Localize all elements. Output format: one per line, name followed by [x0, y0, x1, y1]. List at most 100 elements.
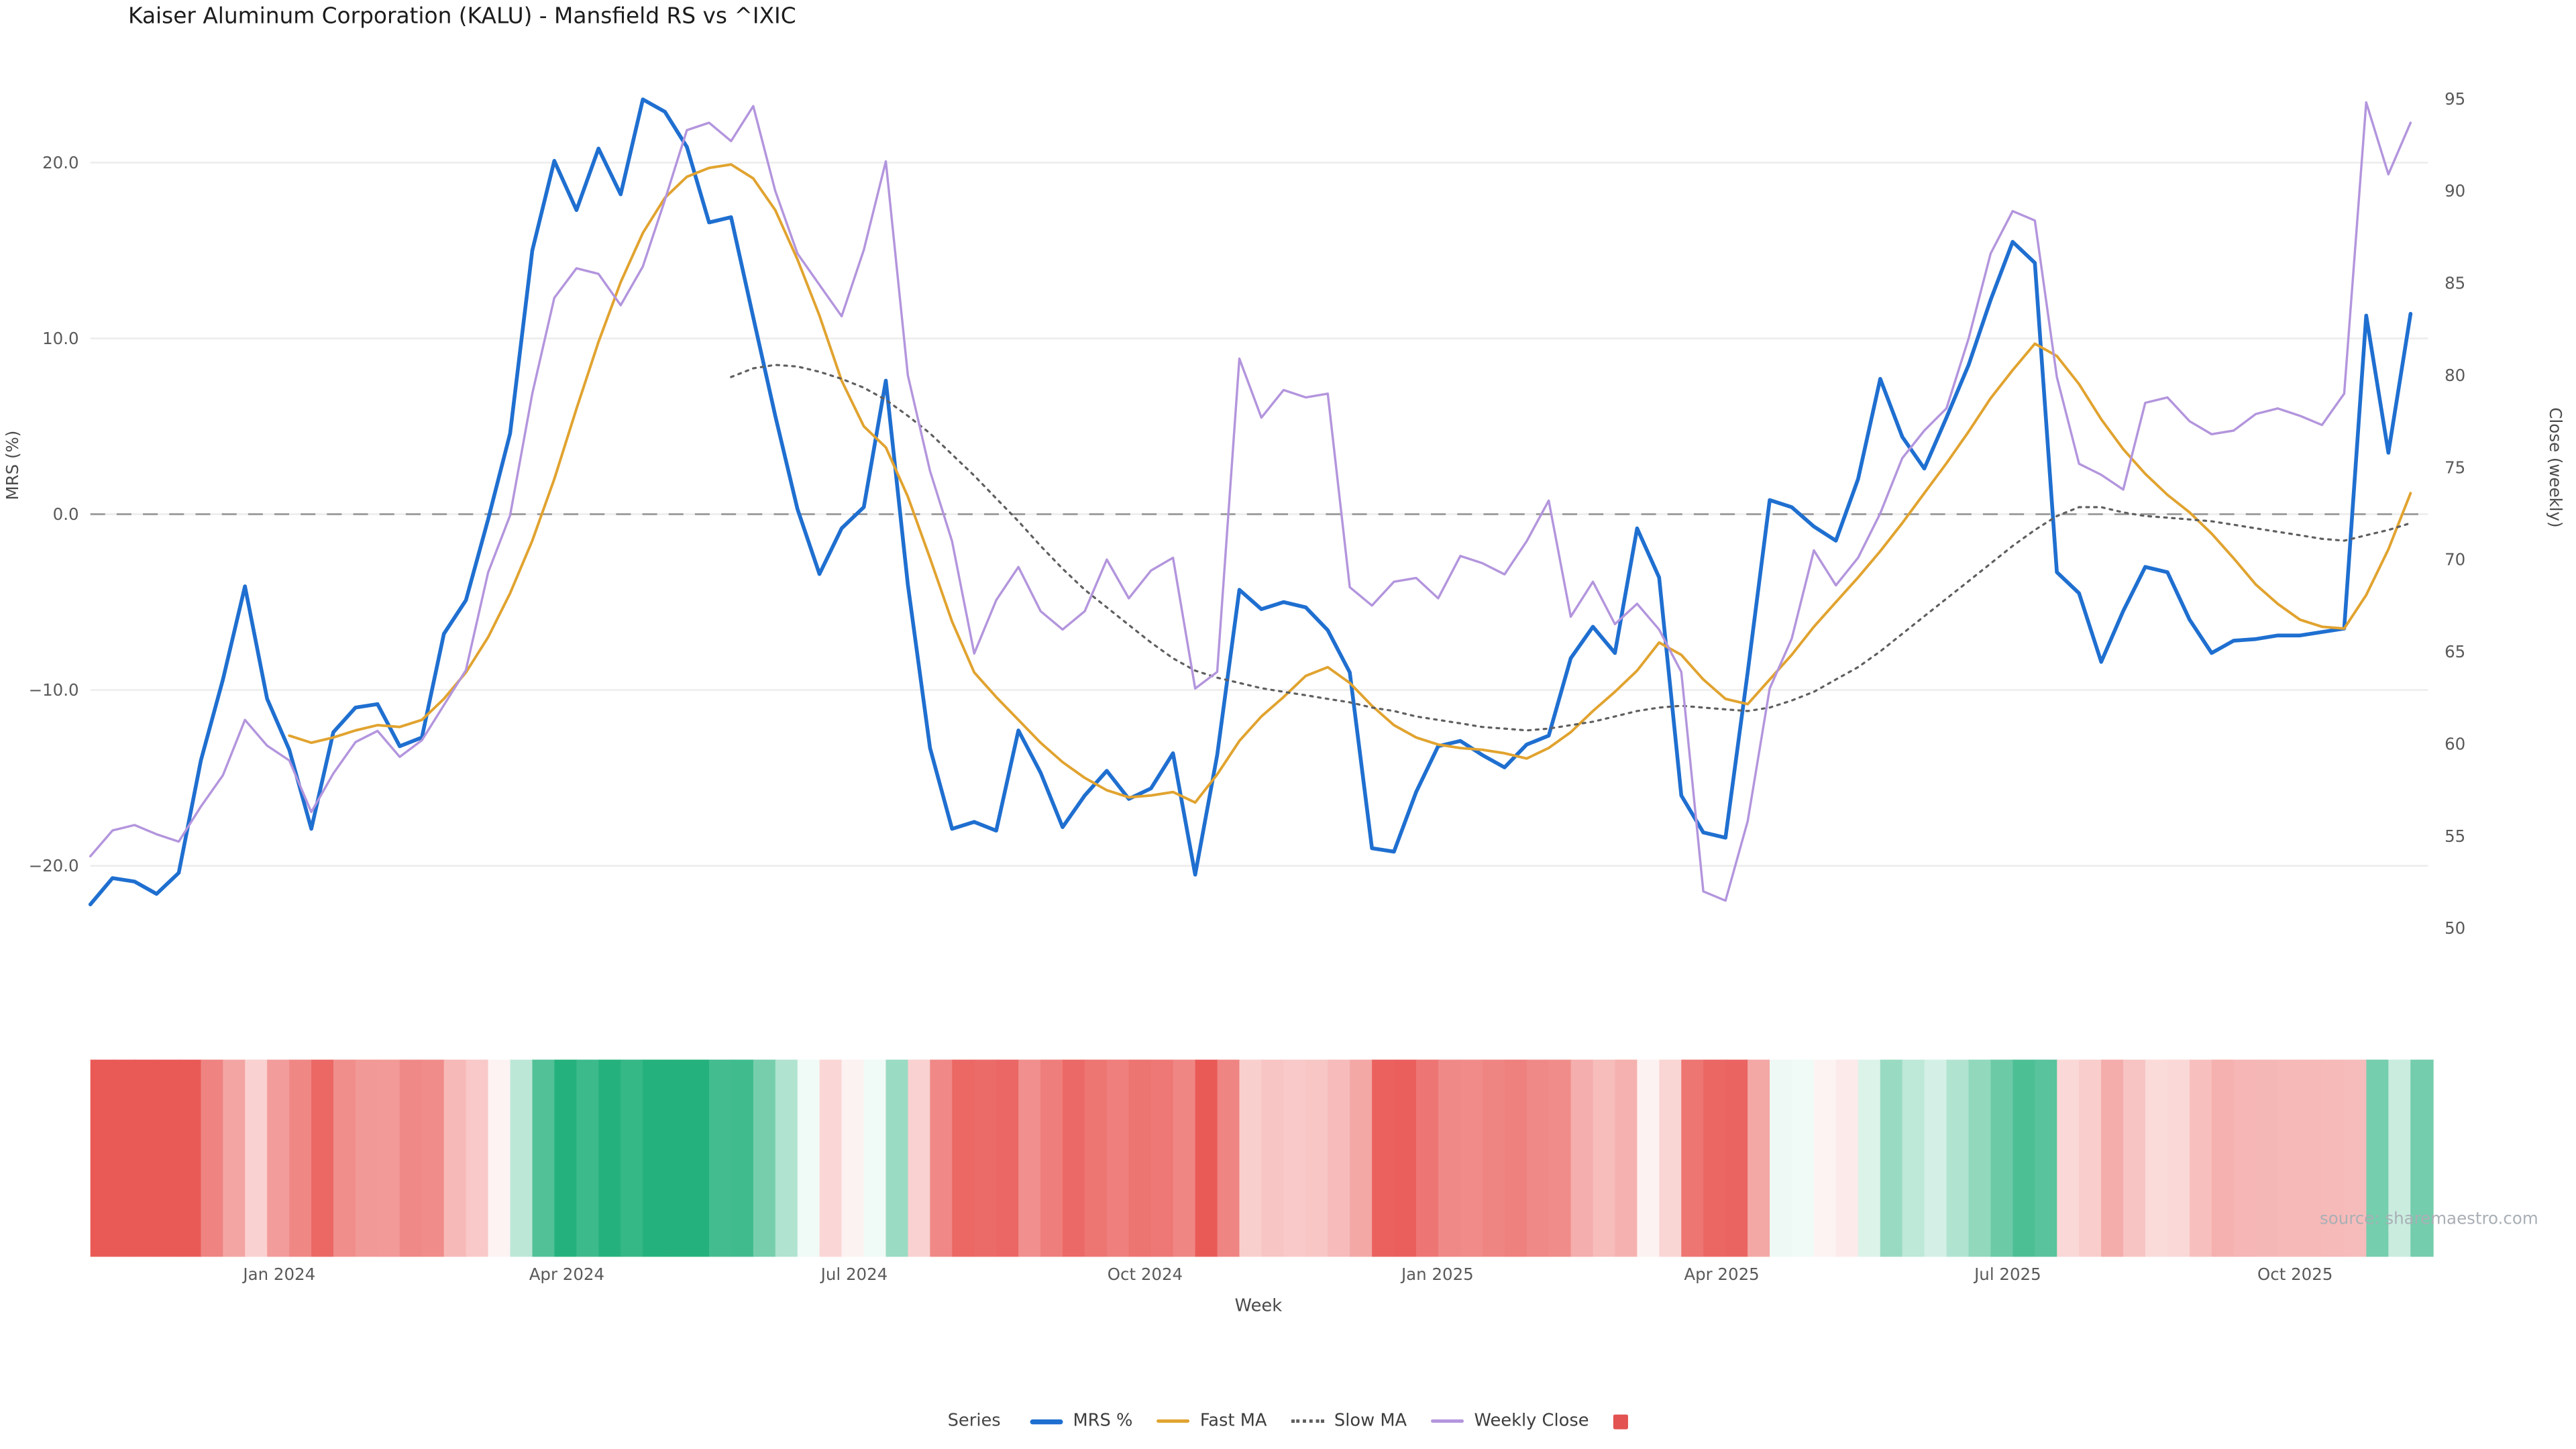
heatmap-cell — [421, 1059, 445, 1257]
heatmap-cell — [1063, 1059, 1086, 1257]
heatmap-cell — [1791, 1059, 1815, 1257]
y-right-tick-label: 85 — [2445, 274, 2465, 293]
heatmap-cell — [819, 1059, 843, 1257]
heatmap-cell — [1770, 1059, 1793, 1257]
heatmap-cell — [1637, 1059, 1660, 1257]
x-tick-label: Oct 2025 — [2257, 1265, 2332, 1284]
legend-item-label: MRS % — [1073, 1411, 1133, 1432]
heatmap-cell — [797, 1059, 821, 1257]
legend-item-slow-ma: Slow MA — [1291, 1411, 1407, 1431]
heatmap-cell — [731, 1059, 755, 1257]
heatmap-cell — [2123, 1059, 2147, 1257]
legend-item-fast-ma: Fast MA — [1157, 1411, 1267, 1431]
legend-item-weekly-close: Weekly Close — [1431, 1411, 1589, 1432]
heatmap-cell — [841, 1059, 865, 1257]
heatmap-cell — [267, 1059, 290, 1257]
heatmap-cell — [201, 1059, 224, 1257]
legend-item-mrs: MRS % — [1030, 1411, 1133, 1432]
legend-item-label: Slow MA — [1334, 1411, 1407, 1432]
x-tick-label: Jan 2025 — [1400, 1265, 1474, 1284]
heatmap-cell — [1570, 1059, 1594, 1257]
heatmap-cell — [1217, 1059, 1240, 1257]
heatmap-cell — [687, 1059, 710, 1257]
heatmap-cell — [974, 1059, 998, 1257]
heatmap-cell — [2167, 1059, 2191, 1257]
heatmap-cell — [1128, 1059, 1152, 1257]
heatmap-cell — [1504, 1059, 1528, 1257]
heatmap-cell — [1239, 1059, 1263, 1257]
heatmap-cell — [1018, 1059, 1042, 1257]
heatmap-cell — [2300, 1059, 2323, 1257]
heatmap-cell — [466, 1059, 490, 1257]
y-right-tick-label: 65 — [2445, 642, 2465, 661]
legend-item-label: Fast MA — [1199, 1411, 1267, 1432]
heatmap-cell — [2101, 1059, 2125, 1257]
heatmap-cell — [1835, 1059, 1860, 1257]
heatmap-cell — [2322, 1059, 2345, 1257]
weekly-close-line — [89, 101, 2412, 902]
heatmap-cell — [1084, 1059, 1108, 1257]
heatmap-cell — [443, 1059, 468, 1257]
heatmap-cell — [134, 1059, 158, 1257]
x-tick-label: Jan 2024 — [241, 1265, 315, 1284]
heatmap-cell — [223, 1059, 246, 1257]
y-right-tick-label: 60 — [2445, 734, 2465, 753]
heatmap-cell — [930, 1059, 953, 1257]
heatmap-cell — [1725, 1059, 1749, 1257]
heatmap-cell — [554, 1059, 578, 1257]
heatmap-cell — [952, 1059, 975, 1257]
heatmap-cell — [1482, 1059, 1506, 1257]
heatmap-cell — [2145, 1059, 2169, 1257]
heatmap-cell — [1328, 1059, 1351, 1257]
chart-title: Kaiser Aluminum Corporation (KALU) - Man… — [128, 5, 796, 30]
heatmap-cell — [1615, 1059, 1638, 1257]
heatmap-cell — [1350, 1059, 1373, 1257]
mrs-line-swatch — [1030, 1418, 1063, 1424]
heatmap-cell — [1902, 1059, 1926, 1257]
y-left-tick-label: −10.0 — [29, 680, 79, 700]
heatmap-cell — [1924, 1059, 1948, 1257]
y-right-tick-label: 95 — [2445, 89, 2465, 109]
heatmap-cell — [333, 1059, 357, 1257]
slow-ma-line — [730, 364, 2412, 732]
heatmap-cell — [863, 1059, 887, 1257]
y-right-tick-label: 80 — [2445, 366, 2465, 385]
heatmap-cell — [532, 1059, 555, 1257]
x-tick-label: Apr 2025 — [1684, 1265, 1759, 1284]
heatmap-cell — [510, 1059, 533, 1257]
heatmap-cell — [1946, 1059, 1970, 1257]
source-watermark: source: sharemaestro.com — [2319, 1210, 2538, 1229]
heatmap-cell — [2344, 1059, 2367, 1257]
heatmap-cell — [1968, 1059, 1992, 1257]
heatmap-cell — [2057, 1059, 2080, 1257]
x-tick-label: Oct 2024 — [1108, 1265, 1183, 1284]
y-left-axis-title: MRS (%) — [5, 430, 23, 500]
heatmap-cell — [156, 1059, 180, 1257]
heatmap-cell — [1150, 1059, 1175, 1257]
x-tick-label: Jul 2025 — [1973, 1265, 2041, 1284]
heatmap-cell — [2233, 1059, 2257, 1257]
heatmap-cell — [996, 1059, 1020, 1257]
heatmap-cell — [1880, 1059, 1904, 1257]
y-left-tick-label: 10.0 — [42, 329, 78, 348]
heatmap-cell — [399, 1059, 423, 1257]
heatmap-cell — [1040, 1059, 1064, 1257]
heatmap-cell — [708, 1059, 733, 1257]
x-axis-title: Week — [1234, 1296, 1283, 1316]
heatmap-cell — [1858, 1059, 1882, 1257]
slow-ma-line-swatch — [1291, 1419, 1325, 1423]
legend-item-label: Weekly Close — [1474, 1411, 1589, 1432]
heatmap-cell — [908, 1059, 931, 1257]
legend-title: Series — [947, 1411, 1001, 1432]
heatmap-cell — [621, 1059, 644, 1257]
x-tick-label: Jul 2024 — [820, 1265, 888, 1284]
heatmap-cell — [1703, 1059, 1727, 1257]
heatmap-cell — [2035, 1059, 2058, 1257]
legend: Series MRS % Fast MA Slow MA Weekly Clos… — [0, 1411, 2576, 1431]
heatmap-cell — [753, 1059, 777, 1257]
heatmap-cell — [576, 1059, 600, 1257]
y-right-tick-label: 90 — [2445, 181, 2465, 201]
heatmap-cell — [1990, 1059, 2014, 1257]
x-tick-label: Apr 2024 — [529, 1265, 604, 1284]
